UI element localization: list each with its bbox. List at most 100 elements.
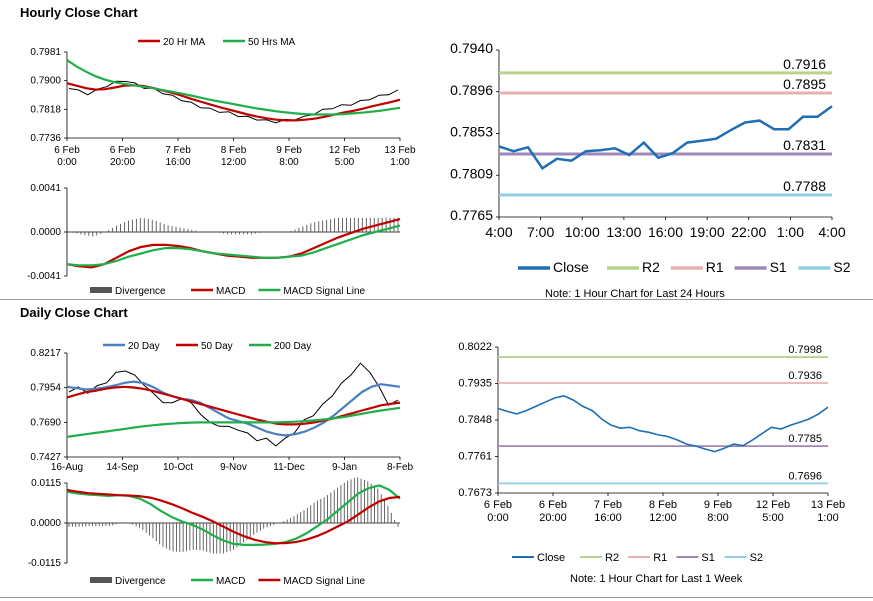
x-tick-label: 19:00 <box>690 224 725 240</box>
x-tick-label: 7 Feb <box>594 499 622 511</box>
y-tick-label: 0.7853 <box>450 124 493 140</box>
x-tick-label: 13 Feb <box>811 499 845 511</box>
x-tick-label: 8 Feb <box>649 499 677 511</box>
x-tick-label: 5:00 <box>335 157 355 168</box>
y-tick-label: -0.0041 <box>27 271 61 282</box>
x-tick-label: 13:00 <box>606 224 641 240</box>
y-tick-label: 0.7935 <box>458 378 492 390</box>
y-tick-label: 0.8022 <box>458 341 492 353</box>
y-tick-label: 0.7896 <box>450 82 493 98</box>
legend-label: Close <box>553 259 589 275</box>
hourly-note: Note: 1 Hour Chart for Last 24 Hours <box>545 288 725 300</box>
level-label-s1: 0.7831 <box>783 137 826 153</box>
x-tick-label: 14-Sep <box>106 462 139 473</box>
x-tick-label: 16:00 <box>165 157 190 168</box>
x-tick-label: 6 Feb <box>54 145 80 156</box>
y-tick-label: 0.7761 <box>458 451 492 463</box>
y-tick-label: 0.7690 <box>30 417 61 428</box>
x-tick-label: 11-Dec <box>273 462 305 473</box>
y-tick-label: 0.7848 <box>458 414 492 426</box>
legend-label: R1 <box>653 552 667 564</box>
legend-label: MACD <box>216 286 245 297</box>
ma-line-20-day <box>66 380 401 437</box>
legend-label: MACD Signal Line <box>283 576 365 587</box>
ma-line-20-hr-ma <box>66 82 401 122</box>
x-tick-label: 12 Feb <box>329 145 361 156</box>
y-tick-label: 0.0000 <box>30 518 61 529</box>
y-tick-label: 0.7981 <box>30 47 61 58</box>
section-divider <box>0 299 873 300</box>
legend-label: R1 <box>706 259 724 275</box>
x-tick-label: 8-Feb <box>387 462 414 473</box>
x-tick-label: 0:00 <box>57 157 77 168</box>
y-tick-label: 0.0115 <box>31 478 61 489</box>
x-tick-label: 7 Feb <box>165 145 191 156</box>
legend-label: 200 Day <box>274 341 311 352</box>
x-tick-label: 9-Nov <box>220 462 247 473</box>
level-label-r2: 0.7998 <box>788 344 822 356</box>
close-price-line <box>68 362 399 447</box>
x-tick-label: 20:00 <box>539 512 567 524</box>
x-tick-label: 0:00 <box>487 512 508 524</box>
bottom-divider <box>0 597 873 598</box>
x-tick-label: 6 Feb <box>110 145 136 156</box>
y-tick-label: 0.0000 <box>30 227 61 238</box>
y-tick-label: 0.7736 <box>30 133 61 144</box>
legend-label: 50 Hrs MA <box>248 37 296 48</box>
level-label-r1: 0.7895 <box>783 76 826 92</box>
level-label-s2: 0.7788 <box>783 178 826 194</box>
x-tick-label: 12:00 <box>221 157 246 168</box>
hourly-levels-chart: 0.7940 0.7896 0.7853 0.7809 0.7765 0.7916 0.78… <box>450 40 851 275</box>
x-tick-label: 7:00 <box>527 224 554 240</box>
y-tick-label: 0.8217 <box>30 348 61 359</box>
legend-label: 50 Day <box>201 341 233 352</box>
close-line <box>497 395 829 453</box>
daily-ma-chart: 0.8217 0.7954 0.7690 0.7427 20 Day 50 Day 200 … <box>30 341 414 473</box>
legend-label: S1 <box>770 259 787 275</box>
hourly-ma-chart: 0.7981 0.7900 0.7818 0.7736 20 Hr MA 50 Hrs M… <box>30 37 416 168</box>
x-tick-label: 4:00 <box>485 224 512 240</box>
x-tick-label: 13 Feb <box>384 145 416 156</box>
x-tick-label: 8 Feb <box>221 145 247 156</box>
level-label-r2: 0.7916 <box>783 56 826 72</box>
close-line <box>498 105 833 171</box>
macd-signal-line <box>66 224 401 267</box>
x-tick-label: 1:00 <box>777 224 804 240</box>
legend-label: 20 Hr MA <box>163 37 206 48</box>
legend-label: MACD Signal Line <box>283 286 365 297</box>
x-tick-label: 20:00 <box>110 157 135 168</box>
x-tick-label: 5:00 <box>762 512 783 524</box>
daily-macd-chart: 0.0115 0.0000 -0.0115 Divergence MACD MACD Si… <box>28 477 401 587</box>
y-tick-label: 0.7954 <box>30 383 61 394</box>
legend-label: S2 <box>833 259 850 275</box>
x-tick-label: 8:00 <box>707 512 728 524</box>
x-tick-label: 9-Jan <box>332 462 357 473</box>
x-tick-label: 16:00 <box>648 224 683 240</box>
y-tick-label: -0.0115 <box>28 558 62 569</box>
x-tick-label: 1:00 <box>390 157 410 168</box>
legend-label: MACD <box>216 576 245 587</box>
legend-label: Divergence <box>115 286 166 297</box>
hourly-macd-chart: 0.0041 0.0000 -0.0041 Divergence MACD MACD Si… <box>27 183 401 297</box>
hourly-chart-title: Hourly Close Chart <box>20 5 138 20</box>
x-tick-label: 4:00 <box>818 224 845 240</box>
level-label-s2: 0.7696 <box>788 470 822 482</box>
daily-note: Note: 1 Hour Chart for Last 1 Week <box>570 573 743 585</box>
x-tick-label: 9 Feb <box>276 145 302 156</box>
legend-label: Divergence <box>115 576 166 587</box>
legend-swatch <box>90 577 112 583</box>
x-tick-label: 9 Feb <box>704 499 732 511</box>
x-tick-label: 8:00 <box>279 157 299 168</box>
daily-levels-chart: 0.8022 0.7935 0.7848 0.7761 0.7673 0.7998 0.79… <box>458 341 845 564</box>
y-tick-label: 0.7673 <box>458 487 492 499</box>
y-tick-label: 0.7940 <box>450 40 493 56</box>
legend-label: Close <box>537 552 565 564</box>
y-tick-label: 0.7809 <box>450 165 493 181</box>
level-label-s1: 0.7785 <box>788 433 822 445</box>
y-tick-label: 0.7900 <box>30 76 61 87</box>
y-tick-label: 0.7818 <box>30 104 61 115</box>
legend-swatch <box>90 287 112 293</box>
y-tick-label: 0.0041 <box>30 183 61 194</box>
legend-label: S2 <box>750 552 763 564</box>
legend-label: 20 Day <box>128 341 160 352</box>
